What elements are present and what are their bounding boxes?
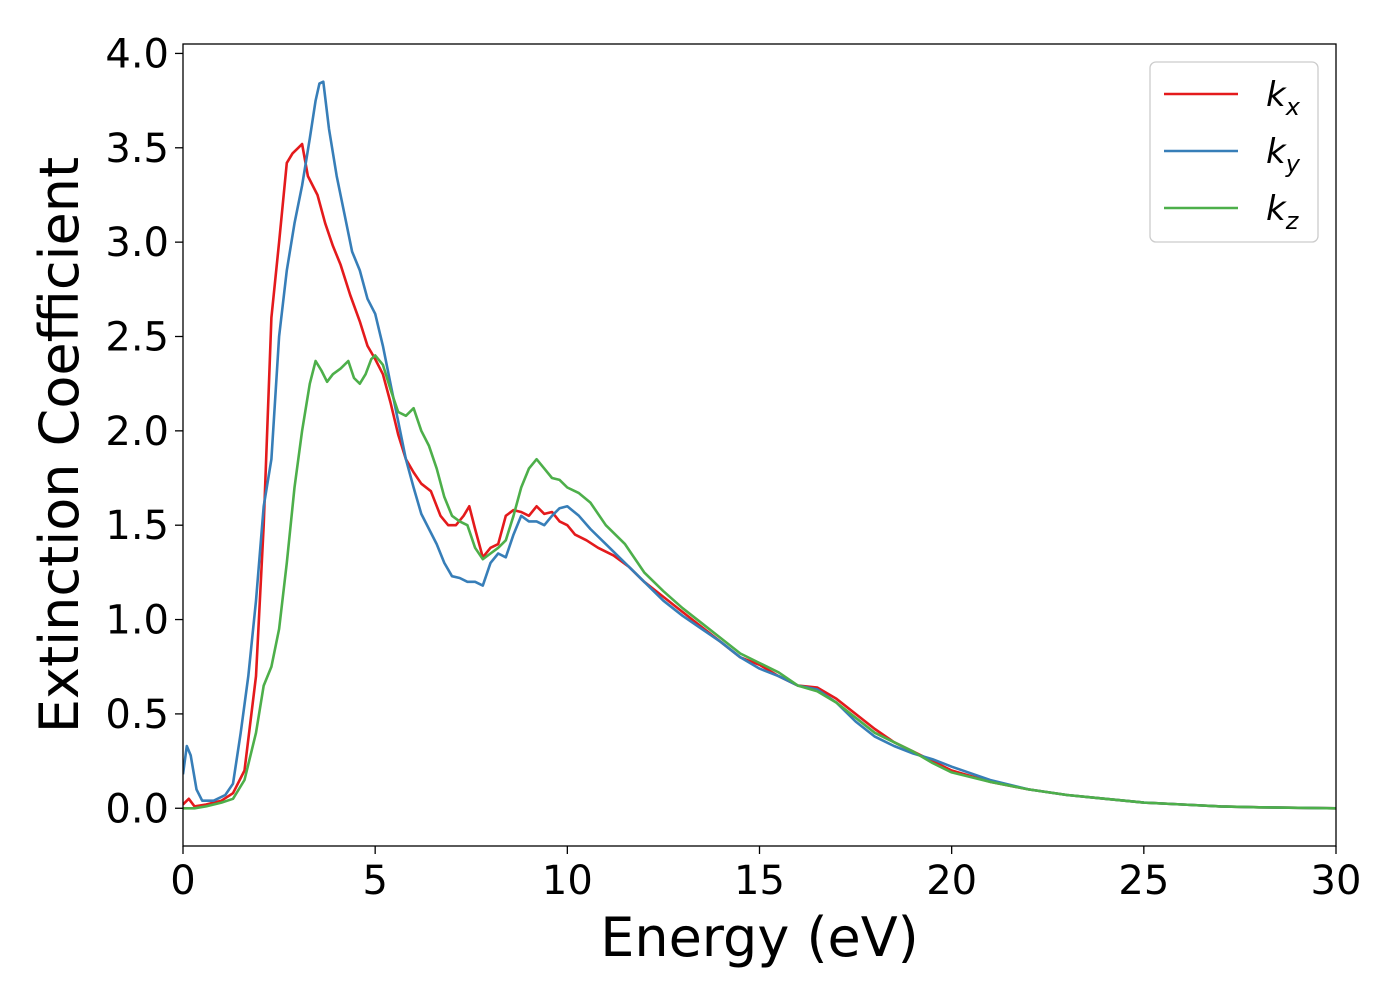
x-tick-label: 0 <box>170 858 195 904</box>
x-tick-label: 5 <box>362 858 387 904</box>
y-tick-label: 3.5 <box>105 126 169 172</box>
x-tick-label: 20 <box>926 858 977 904</box>
x-axis: 0 5 10 15 20 25 30 <box>170 846 1361 904</box>
y-tick-label: 1.0 <box>105 598 169 644</box>
y-tick-label: 4.0 <box>105 31 169 77</box>
y-tick-label: 2.0 <box>105 409 169 455</box>
y-tick-label: 2.5 <box>105 314 169 360</box>
y-tick-label: 0.0 <box>105 786 169 832</box>
legend-label: ky <box>1266 132 1301 178</box>
x-axis-label: Energy (eV) <box>600 906 919 969</box>
x-tick-label: 30 <box>1311 858 1362 904</box>
y-tick-label: 1.5 <box>105 503 169 549</box>
y-axis-label: Extinction Coefficient <box>28 157 91 733</box>
x-tick-label: 25 <box>1118 858 1169 904</box>
series-line-ky <box>183 80 1336 810</box>
x-tick-label: 15 <box>734 858 785 904</box>
series-line-kx <box>183 142 1336 810</box>
series-layer <box>183 80 1336 810</box>
y-axis: 0.0 0.5 1.0 1.5 2.0 2.5 3.0 3.5 4.0 <box>105 31 183 832</box>
legend-label: kz <box>1266 189 1300 235</box>
series-line-kz <box>183 354 1336 810</box>
y-tick-label: 3.0 <box>105 220 169 266</box>
y-tick-label: 0.5 <box>105 692 169 738</box>
legend-label: kx <box>1266 75 1301 121</box>
legend: kx ky kz <box>1149 61 1319 243</box>
x-tick-label: 10 <box>542 858 593 904</box>
